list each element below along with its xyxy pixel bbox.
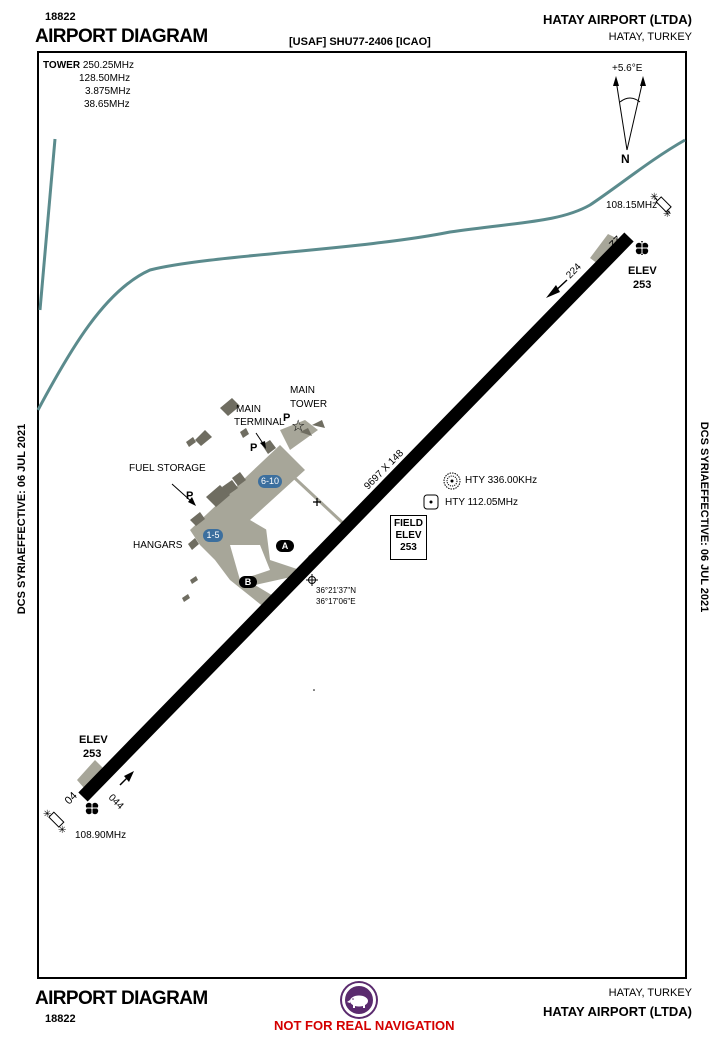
building: [262, 440, 276, 454]
building: [190, 512, 205, 526]
airport-name-bottom: HATAY AIRPORT (LTDA): [542, 1004, 692, 1019]
field-elev-value: 253: [400, 542, 417, 553]
compass-rose-icon: [613, 76, 646, 151]
arp-longitude: 36°17'06"E: [316, 597, 356, 606]
tower-frequency-3: 3.875MHz: [85, 86, 131, 97]
threshold-light-sw-icon: [85, 802, 99, 815]
windsock-icon: [313, 498, 321, 506]
location-top: HATAY, TURKEY: [608, 31, 692, 43]
tower-frequency-2: 128.50MHz: [79, 73, 131, 84]
page-title-top: AIRPORT DIAGRAM: [35, 26, 208, 47]
building: [188, 538, 199, 550]
terminal-leader-icon: [255, 432, 266, 449]
main-tower-label-1: MAIN: [290, 385, 315, 396]
svg-text:✳: ✳: [43, 809, 51, 820]
ils-frequency-ne: 108.15MHz: [606, 200, 658, 211]
hangars-label: HANGARS: [133, 540, 183, 551]
ils-frequency-sw: 108.90MHz: [75, 830, 127, 841]
elev-sw-value: 253: [83, 748, 102, 760]
tower-star-icon: ☆: [291, 416, 305, 435]
chart-number-top: 18822: [45, 11, 76, 23]
taxiway-a-badge: A: [276, 540, 294, 552]
apron-infield-2: [230, 545, 270, 580]
parking-marker: P: [186, 490, 194, 502]
location-bottom: HATAY, TURKEY: [608, 987, 692, 999]
magnetic-variation: +5.6°E: [612, 63, 643, 74]
chart-identifier: [USAF] SHU77-2406 [ICAO]: [289, 36, 431, 48]
arp-icon: [306, 574, 318, 586]
tower-label: TOWER: [43, 60, 81, 71]
apron-main: [190, 445, 310, 612]
svg-text:✳: ✳: [650, 192, 658, 203]
field-elev-line2: ELEV: [395, 530, 422, 541]
elev-ne-value: 253: [633, 279, 652, 291]
arp-latitude: 36°21'37"N: [316, 586, 357, 595]
tower-frequency-1: 250.25MHz: [82, 60, 134, 71]
map-frame: [37, 51, 687, 979]
page-title-bottom: AIRPORT DIAGRAM: [35, 988, 208, 1009]
threshold-light-ne-icon: [635, 241, 649, 255]
tower-frequency-4: 38.65MHz: [84, 99, 130, 110]
parking-marker: P: [250, 442, 258, 454]
elev-sw-label: ELEV: [79, 734, 108, 746]
ndb-icon: [443, 472, 461, 490]
building: [186, 437, 196, 447]
apron-infield: [265, 500, 330, 570]
building: [300, 428, 312, 436]
stand-badge-6-10: 6-10: [258, 475, 282, 488]
arrow-044: [119, 771, 134, 786]
building: [240, 428, 249, 438]
stand-badge-1-5: 1-5: [203, 529, 223, 542]
tower-apron: [280, 420, 318, 450]
north-label: N: [621, 152, 630, 166]
building: [232, 472, 246, 486]
main-terminal-label-1: MAIN: [236, 404, 261, 415]
tower-block: TOWER 250.25MHz: [43, 60, 134, 71]
fuel-leader-icon: [171, 483, 196, 506]
building: [222, 480, 238, 495]
vor-icon: [423, 494, 439, 510]
logo-icon: [342, 983, 376, 1017]
building: [190, 576, 198, 584]
not-for-navigation-warning: NOT FOR REAL NAVIGATION: [274, 1018, 455, 1033]
localizer-sw-icon: ✳ ✳: [43, 809, 66, 836]
localizer-ne-icon: ✳ ✳: [650, 192, 672, 220]
svg-text:✳: ✳: [58, 825, 66, 836]
arrow-224: [546, 279, 568, 298]
building: [206, 485, 230, 507]
chart-number-bottom: 18822: [45, 1013, 76, 1025]
access-road: [268, 453, 347, 527]
building: [220, 398, 240, 416]
fuel-storage-label: FUEL STORAGE: [129, 463, 206, 474]
taxiway-b-badge: B: [239, 576, 257, 588]
main-terminal-label-2: TERMINAL: [234, 417, 285, 428]
main-tower-label-2: TOWER: [290, 399, 328, 410]
runway-end-04: 04: [63, 790, 80, 807]
runway-pad-sw: [77, 760, 103, 788]
building: [182, 594, 190, 602]
vor-label: HTY 112.05MHz: [445, 497, 518, 508]
parking-marker: P: [283, 412, 291, 424]
runway-pad-ne: [590, 234, 620, 264]
ndb-label: HTY 336.00KHz: [465, 475, 538, 486]
boar-icon: [347, 995, 368, 1008]
runway: [78, 232, 634, 802]
runway-heading-044: 044: [106, 792, 126, 812]
road-west: [38, 138, 57, 311]
svg-text:✳: ✳: [663, 209, 671, 220]
field-elevation-box: FIELD ELEV 253: [390, 515, 427, 560]
field-elev-line1: FIELD: [394, 518, 423, 529]
elev-ne-label: ELEV: [628, 265, 657, 277]
road-main: [36, 138, 686, 411]
airport-name-top: HATAY AIRPORT (LTDA): [542, 12, 692, 27]
building: [312, 420, 325, 428]
building: [195, 430, 212, 446]
